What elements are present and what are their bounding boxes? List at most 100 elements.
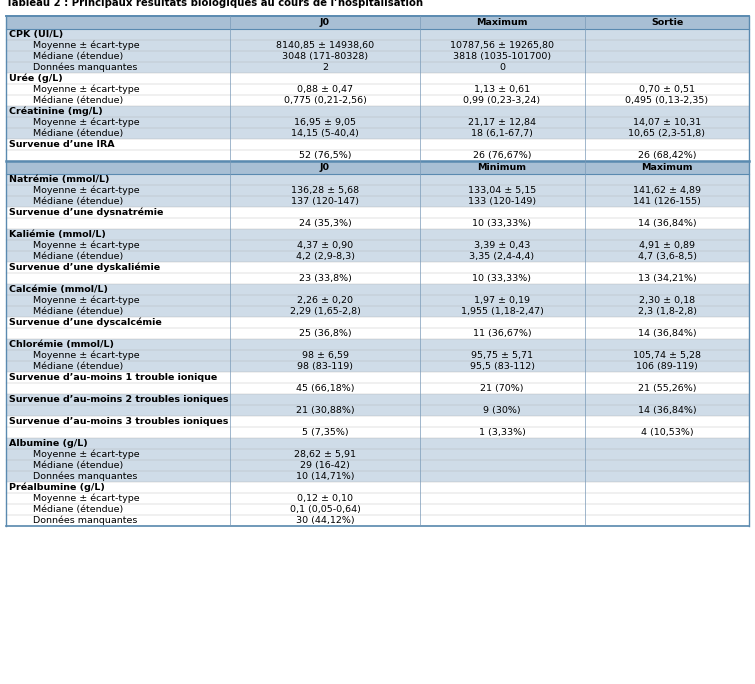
Text: Chlorémie (mmol/L): Chlorémie (mmol/L) xyxy=(9,340,114,349)
Text: Moyenne ± écart-type: Moyenne ± écart-type xyxy=(9,85,140,94)
Text: Moyenne ± écart-type: Moyenne ± écart-type xyxy=(9,186,140,195)
Bar xyxy=(6,51,749,62)
Bar xyxy=(6,16,749,29)
Text: 133 (120-149): 133 (120-149) xyxy=(468,197,536,206)
Text: 21 (70%): 21 (70%) xyxy=(480,384,524,393)
Bar xyxy=(6,229,749,240)
Text: 106 (89-119): 106 (89-119) xyxy=(636,362,698,371)
Text: 0,88 ± 0,47: 0,88 ± 0,47 xyxy=(297,85,353,94)
Text: 14,07 ± 10,31: 14,07 ± 10,31 xyxy=(633,118,701,127)
Text: Survenue d’une dyskaliémie: Survenue d’une dyskaliémie xyxy=(9,263,160,272)
Text: 1,13 ± 0,61: 1,13 ± 0,61 xyxy=(474,85,530,94)
Bar xyxy=(6,185,749,196)
Text: 14,15 (5-40,4): 14,15 (5-40,4) xyxy=(291,129,359,138)
Bar xyxy=(6,405,749,416)
Bar xyxy=(6,117,749,128)
Text: 4 (10,53%): 4 (10,53%) xyxy=(641,428,693,437)
Text: 52 (76,5%): 52 (76,5%) xyxy=(299,151,351,160)
Bar xyxy=(6,504,749,515)
Text: 4,91 ± 0,89: 4,91 ± 0,89 xyxy=(639,241,695,250)
Text: Maximum: Maximum xyxy=(641,163,693,172)
Text: 1,97 ± 0,19: 1,97 ± 0,19 xyxy=(474,296,530,305)
Text: 30 (44,12%): 30 (44,12%) xyxy=(296,516,354,525)
Text: 137 (120-147): 137 (120-147) xyxy=(291,197,359,206)
Text: 141 (126-155): 141 (126-155) xyxy=(633,197,701,206)
Text: Urée (g/L): Urée (g/L) xyxy=(9,74,63,83)
Text: Survenue d’une IRA: Survenue d’une IRA xyxy=(9,140,115,149)
Text: 9 (30%): 9 (30%) xyxy=(483,406,521,415)
Text: 2,30 ± 0,18: 2,30 ± 0,18 xyxy=(639,296,695,305)
Text: 10 (33,33%): 10 (33,33%) xyxy=(473,274,532,283)
Text: Calcémie (mmol/L): Calcémie (mmol/L) xyxy=(9,285,108,294)
Text: 13 (34,21%): 13 (34,21%) xyxy=(638,274,696,283)
Text: Médiane (étendue): Médiane (étendue) xyxy=(9,461,123,470)
Text: Sortie: Sortie xyxy=(651,18,683,27)
Text: 14 (36,84%): 14 (36,84%) xyxy=(638,406,696,415)
Text: 14 (36,84%): 14 (36,84%) xyxy=(638,219,696,228)
Text: 45 (66,18%): 45 (66,18%) xyxy=(296,384,354,393)
Bar xyxy=(6,128,749,139)
Text: 3,35 (2,4-4,4): 3,35 (2,4-4,4) xyxy=(470,252,535,261)
Text: Minimum: Minimum xyxy=(477,163,526,172)
Bar xyxy=(6,482,749,493)
Bar xyxy=(6,262,749,273)
Text: Survenue d’au-moins 1 trouble ionique: Survenue d’au-moins 1 trouble ionique xyxy=(9,373,217,382)
Bar xyxy=(6,84,749,95)
Text: Moyenne ± écart-type: Moyenne ± écart-type xyxy=(9,295,140,305)
Text: 1 (3,33%): 1 (3,33%) xyxy=(479,428,525,437)
Text: Survenue d’au-moins 3 troubles ioniques: Survenue d’au-moins 3 troubles ioniques xyxy=(9,417,228,426)
Bar xyxy=(6,218,749,229)
Bar xyxy=(6,62,749,73)
Text: 21,17 ± 12,84: 21,17 ± 12,84 xyxy=(468,118,536,127)
Text: Moyenne ± écart-type: Moyenne ± écart-type xyxy=(9,450,140,459)
Text: J0: J0 xyxy=(320,18,330,27)
Bar xyxy=(6,460,749,471)
Bar xyxy=(6,284,749,295)
Text: Préalbumine (g/L): Préalbumine (g/L) xyxy=(9,483,105,492)
Text: Données manquantes: Données manquantes xyxy=(9,472,137,482)
Bar xyxy=(6,383,749,394)
Text: Médiane (étendue): Médiane (étendue) xyxy=(9,52,123,61)
Text: 26 (76,67%): 26 (76,67%) xyxy=(473,151,532,160)
Text: 23 (33,8%): 23 (33,8%) xyxy=(298,274,351,283)
Text: Médiane (étendue): Médiane (étendue) xyxy=(9,307,123,316)
Text: 18 (6,1-67,7): 18 (6,1-67,7) xyxy=(471,129,533,138)
Bar xyxy=(6,449,749,460)
Text: 0,775 (0,21-2,56): 0,775 (0,21-2,56) xyxy=(284,96,366,105)
Bar xyxy=(6,196,749,207)
Text: 10787,56 ± 19265,80: 10787,56 ± 19265,80 xyxy=(450,41,554,50)
Text: 0,1 (0,05-0,64): 0,1 (0,05-0,64) xyxy=(290,505,360,514)
Bar xyxy=(6,174,749,185)
Text: 95,75 ± 5,71: 95,75 ± 5,71 xyxy=(471,351,533,360)
Bar xyxy=(6,438,749,449)
Text: Survenue d’une dysnatrémie: Survenue d’une dysnatrémie xyxy=(9,208,163,218)
Bar xyxy=(6,416,749,427)
Text: 95,5 (83-112): 95,5 (83-112) xyxy=(470,362,535,371)
Text: 26 (68,42%): 26 (68,42%) xyxy=(638,151,696,160)
Text: 133,04 ± 5,15: 133,04 ± 5,15 xyxy=(468,186,536,195)
Text: Natrémie (mmol/L): Natrémie (mmol/L) xyxy=(9,175,109,184)
Text: 4,7 (3,6-8,5): 4,7 (3,6-8,5) xyxy=(637,252,697,261)
Text: CPK (UI/L): CPK (UI/L) xyxy=(9,30,63,39)
Text: 25 (36,8%): 25 (36,8%) xyxy=(299,329,351,338)
Bar xyxy=(6,493,749,504)
Text: 3,39 ± 0,43: 3,39 ± 0,43 xyxy=(474,241,530,250)
Text: 29 (16-42): 29 (16-42) xyxy=(300,461,350,470)
Bar xyxy=(6,471,749,482)
Bar xyxy=(6,427,749,438)
Text: Moyenne ± écart-type: Moyenne ± écart-type xyxy=(9,351,140,360)
Text: Médiane (étendue): Médiane (étendue) xyxy=(9,197,123,206)
Text: 21 (30,88%): 21 (30,88%) xyxy=(296,406,354,415)
Bar xyxy=(6,207,749,218)
Text: 8140,85 ± 14938,60: 8140,85 ± 14938,60 xyxy=(276,41,374,50)
Text: Survenue d’au-moins 2 troubles ioniques: Survenue d’au-moins 2 troubles ioniques xyxy=(9,395,229,404)
Bar xyxy=(6,515,749,526)
Text: Kaliémie (mmol/L): Kaliémie (mmol/L) xyxy=(9,230,106,239)
Text: Médiane (étendue): Médiane (étendue) xyxy=(9,96,123,105)
Bar xyxy=(6,361,749,372)
Text: Tableau 2 : Principaux résultats biologiques au cours de l’hospitalisation: Tableau 2 : Principaux résultats biologi… xyxy=(6,0,423,8)
Text: Médiane (étendue): Médiane (étendue) xyxy=(9,505,123,514)
Text: 4,37 ± 0,90: 4,37 ± 0,90 xyxy=(297,241,353,250)
Text: 10 (33,33%): 10 (33,33%) xyxy=(473,219,532,228)
Text: Médiane (étendue): Médiane (étendue) xyxy=(9,252,123,261)
